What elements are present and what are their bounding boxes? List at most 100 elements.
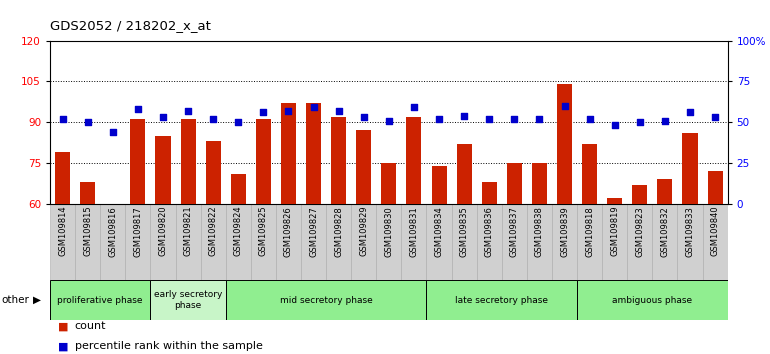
Bar <box>276 204 301 280</box>
Text: count: count <box>75 321 106 331</box>
Bar <box>301 204 326 280</box>
Point <box>307 105 320 110</box>
Bar <box>150 204 176 280</box>
Text: late secretory phase: late secretory phase <box>455 296 548 304</box>
Bar <box>331 117 347 204</box>
Bar <box>357 130 371 204</box>
Text: mid secretory phase: mid secretory phase <box>280 296 373 304</box>
Text: ▶: ▶ <box>33 295 41 305</box>
Bar <box>532 163 547 204</box>
Bar <box>226 204 251 280</box>
Bar <box>381 163 397 204</box>
Bar <box>632 184 648 204</box>
Text: GSM109836: GSM109836 <box>485 206 494 257</box>
Bar <box>552 204 577 280</box>
Point <box>157 114 169 120</box>
Bar <box>482 182 497 204</box>
Text: GSM109821: GSM109821 <box>183 206 192 256</box>
Point <box>283 108 295 114</box>
Point <box>182 108 194 114</box>
Bar <box>477 204 502 280</box>
Text: ambiguous phase: ambiguous phase <box>612 296 692 304</box>
Text: ■: ■ <box>58 321 69 331</box>
Text: GSM109831: GSM109831 <box>410 206 418 257</box>
Text: GSM109824: GSM109824 <box>234 206 243 256</box>
Text: percentile rank within the sample: percentile rank within the sample <box>75 341 263 351</box>
Text: GSM109835: GSM109835 <box>460 206 469 257</box>
Text: GSM109830: GSM109830 <box>384 206 393 257</box>
Bar <box>176 204 201 280</box>
Bar <box>451 204 477 280</box>
Text: other: other <box>2 295 29 305</box>
Bar <box>608 198 622 204</box>
Text: GSM109839: GSM109839 <box>560 206 569 257</box>
Bar <box>377 204 401 280</box>
Bar <box>527 204 552 280</box>
Text: GSM109826: GSM109826 <box>284 206 293 257</box>
Bar <box>326 204 351 280</box>
Bar <box>401 204 427 280</box>
Bar <box>457 144 472 204</box>
Point <box>357 114 370 120</box>
Text: GSM109820: GSM109820 <box>159 206 168 256</box>
Bar <box>702 204 728 280</box>
Text: GSM109827: GSM109827 <box>309 206 318 257</box>
Text: GSM109833: GSM109833 <box>685 206 695 257</box>
Point <box>433 116 445 122</box>
Point <box>584 116 596 122</box>
Point <box>56 116 69 122</box>
Text: GSM109815: GSM109815 <box>83 206 92 256</box>
Text: GSM109818: GSM109818 <box>585 206 594 257</box>
Point <box>709 114 721 120</box>
Bar <box>55 152 70 204</box>
Text: proliferative phase: proliferative phase <box>58 296 143 304</box>
Bar <box>658 179 672 204</box>
Point <box>483 116 495 122</box>
Point <box>106 129 119 135</box>
Bar <box>351 204 377 280</box>
Bar <box>431 166 447 204</box>
Bar <box>427 280 577 320</box>
Bar <box>150 280 226 320</box>
Point <box>684 109 696 115</box>
Text: GSM109817: GSM109817 <box>133 206 142 257</box>
Point <box>82 119 94 125</box>
Point <box>659 118 671 123</box>
Text: GSM109837: GSM109837 <box>510 206 519 257</box>
Bar <box>206 141 221 204</box>
Text: early secretory
phase: early secretory phase <box>154 290 223 310</box>
Point <box>383 118 395 123</box>
Text: GDS2052 / 218202_x_at: GDS2052 / 218202_x_at <box>50 19 211 33</box>
Bar <box>678 204 702 280</box>
Point <box>558 103 571 109</box>
Bar <box>80 182 95 204</box>
Bar <box>507 163 522 204</box>
Text: GSM109834: GSM109834 <box>434 206 444 257</box>
Text: GSM109825: GSM109825 <box>259 206 268 256</box>
Bar <box>156 136 170 204</box>
Point <box>333 108 345 114</box>
Text: GSM109814: GSM109814 <box>58 206 67 256</box>
Bar <box>628 204 652 280</box>
Text: GSM109832: GSM109832 <box>661 206 669 257</box>
Bar <box>100 204 126 280</box>
Bar <box>602 204 628 280</box>
Point <box>608 122 621 128</box>
Point <box>207 116 219 122</box>
Bar <box>231 174 246 204</box>
Text: GSM109838: GSM109838 <box>535 206 544 257</box>
Bar <box>226 280 427 320</box>
Point <box>534 116 546 122</box>
Text: ■: ■ <box>58 341 69 351</box>
Point <box>458 113 470 119</box>
Bar <box>577 280 728 320</box>
Text: GSM109823: GSM109823 <box>635 206 644 257</box>
Text: GSM109822: GSM109822 <box>209 206 218 256</box>
Bar <box>582 144 598 204</box>
Bar <box>557 84 572 204</box>
Bar <box>281 103 296 204</box>
Bar <box>407 117 421 204</box>
Point <box>232 119 244 125</box>
Point <box>408 105 420 110</box>
Point <box>257 109 270 115</box>
